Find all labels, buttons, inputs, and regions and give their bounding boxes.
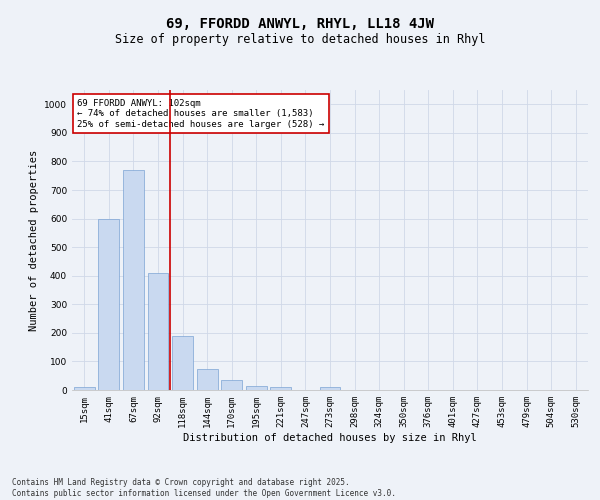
Bar <box>123 170 144 390</box>
Bar <box>148 273 169 390</box>
Y-axis label: Number of detached properties: Number of detached properties <box>29 150 38 330</box>
Bar <box>197 368 218 390</box>
Text: Contains HM Land Registry data © Crown copyright and database right 2025.
Contai: Contains HM Land Registry data © Crown c… <box>12 478 396 498</box>
Text: Size of property relative to detached houses in Rhyl: Size of property relative to detached ho… <box>115 32 485 46</box>
Bar <box>98 218 119 390</box>
Bar <box>172 336 193 390</box>
Bar <box>221 380 242 390</box>
Bar <box>74 387 95 390</box>
Text: 69 FFORDD ANWYL: 102sqm
← 74% of detached houses are smaller (1,583)
25% of semi: 69 FFORDD ANWYL: 102sqm ← 74% of detache… <box>77 99 325 129</box>
X-axis label: Distribution of detached houses by size in Rhyl: Distribution of detached houses by size … <box>183 432 477 442</box>
Bar <box>246 386 267 390</box>
Bar <box>320 387 340 390</box>
Bar <box>271 387 292 390</box>
Text: 69, FFORDD ANWYL, RHYL, LL18 4JW: 69, FFORDD ANWYL, RHYL, LL18 4JW <box>166 18 434 32</box>
